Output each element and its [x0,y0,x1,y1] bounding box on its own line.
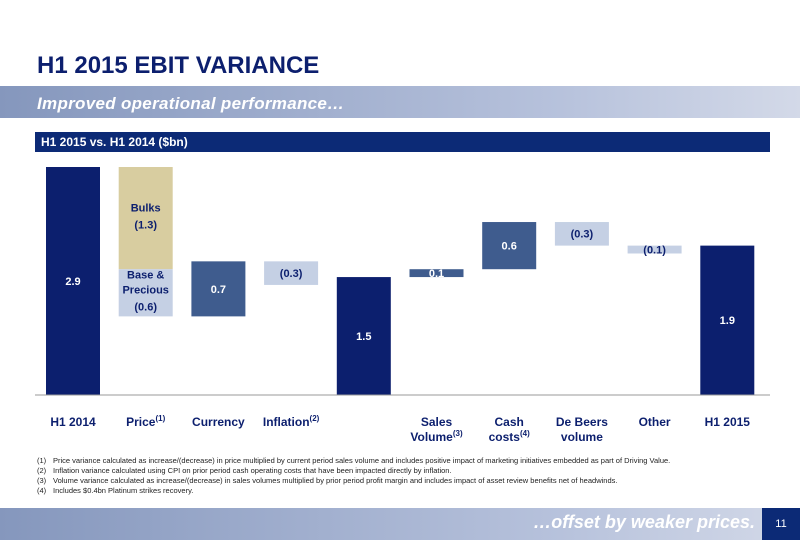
bar-segment [627,245,682,254]
footnote-text: Price variance calculated as increase/(d… [53,456,671,465]
x-tick-label: Price(1) [126,414,165,429]
x-tick-label-text: volume [561,430,603,444]
page-number: 11 [762,508,800,540]
x-tick-label: Other [639,415,671,429]
x-tick-label-text: Sales [421,415,453,429]
chart: 2.9 H1 2014 Bulks (1.3) Base & Precious (0.6) P… [35,167,770,444]
x-tick-label-text: Price [126,415,156,429]
x-tick-label: Currency [192,415,245,429]
footnote-marker: (4) [37,486,47,495]
value-label: (0.6) [134,302,157,314]
footnote-text: Volume variance calculated as increase/(… [53,476,618,485]
bar-segment [264,261,319,285]
x-tick-label: H1 2015 [705,415,751,429]
value-label: (1.3) [134,220,157,232]
x-tick-label: Sales [421,415,453,429]
x-tick-label: volume [561,430,603,444]
value-label: (0.1) [643,244,666,256]
bar-segment [118,269,173,317]
x-tick-label: De Beers [556,415,608,429]
x-tick-label: Cash [495,415,524,429]
footnote-marker: (3) [37,476,47,485]
footer-text: …offset by weaker prices. [533,512,755,532]
x-tick-label-text: Cash [495,415,524,429]
footnote: (3) Volume variance calculated as increas… [37,476,777,486]
x-tick-note: (3) [453,429,463,438]
slide-title: H1 2015 EBIT VARIANCE [37,52,320,79]
bar-segment [700,245,755,395]
segment-name: Precious [122,285,168,297]
value-label: 1.9 [720,315,735,327]
footnote-text: Includes $0.4bn Platinum strikes recover… [53,486,194,495]
bar-segment [554,222,609,246]
footnote-marker: (1) [37,456,47,465]
x-tick-label-text: H1 2015 [705,415,751,429]
x-tick-label-text: costs [489,430,521,444]
value-label: (0.3) [571,229,594,241]
x-tick-label-text: De Beers [556,415,608,429]
value-label: 2.9 [65,276,80,288]
segment-name: Bulks [131,203,161,215]
x-tick-label-text: Inflation [263,415,310,429]
value-label: (0.3) [280,268,303,280]
value-label: 0.6 [502,241,517,253]
x-tick-label-text: Volume [410,430,453,444]
x-tick-note: (4) [520,429,530,438]
footnote-marker: (2) [37,466,47,475]
x-tick-label: H1 2014 [50,415,96,429]
x-tick-label-text: Currency [192,415,245,429]
bar-segment [336,277,391,395]
subtitle-band [0,86,800,118]
footnotes: (1) Price variance calculated as increase… [37,456,777,496]
bar-segment [482,222,537,270]
x-tick-label: costs(4) [489,429,530,444]
slide-subtitle: Improved operational performance… [37,94,345,113]
bar-segment [191,261,246,317]
value-label: 0.1 [429,268,444,280]
value-label: 0.7 [211,284,226,296]
bar-segment [409,269,464,278]
chart-title: H1 2015 vs. H1 2014 ($bn) [35,132,770,152]
footnote: (1) Price variance calculated as increase… [37,456,777,466]
x-tick-label: Volume(3) [410,429,463,444]
value-label: 1.5 [356,331,371,343]
footer-band [0,508,800,540]
bar-segment [118,167,173,270]
bar-segment [46,167,100,395]
footnote: (2) Inflation variance calculated using C… [37,466,777,476]
x-tick-note: (2) [310,414,320,423]
segment-name: Base & [127,270,164,282]
footnote: (4) Includes $0.4bn Platinum strikes reco… [37,486,777,496]
x-tick-label: Inflation(2) [263,414,320,429]
x-tick-label-text: H1 2014 [50,415,96,429]
x-tick-note: (1) [155,414,165,423]
footnote-text: Inflation variance calculated using CPI … [53,466,452,475]
x-tick-label-text: Other [639,415,671,429]
